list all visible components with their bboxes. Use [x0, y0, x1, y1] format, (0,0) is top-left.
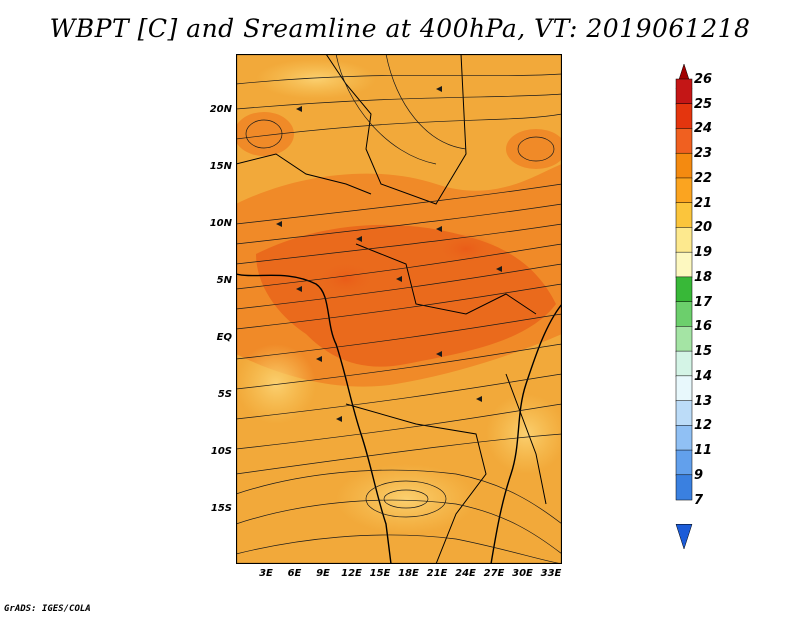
colorbar-label: 23: [694, 146, 713, 162]
colorbar-label: 15: [694, 344, 713, 360]
y-tick-label: EQ: [216, 332, 232, 343]
y-tick-label: 15S: [210, 503, 232, 514]
colorbar-swatch: [675, 177, 693, 204]
colorbar-swatch: [675, 400, 693, 427]
border-west: [236, 153, 372, 195]
colorbar-label: 16: [694, 319, 713, 335]
colorbar-swatch: [675, 375, 693, 402]
colorbar-label: 18: [694, 269, 713, 285]
map-panel: [236, 54, 562, 564]
hot-spot-west: [316, 261, 376, 297]
x-tick-label: 3E: [259, 568, 273, 579]
colorbar-label: 13: [694, 393, 713, 409]
colorbar-swatch: [675, 202, 693, 229]
x-tick-label: 30E: [512, 568, 533, 579]
colorbar-swatch: [675, 301, 693, 328]
border-se: [505, 373, 547, 505]
colorbar-swatch: [675, 152, 693, 179]
y-tick-label: 10N: [209, 218, 232, 229]
colorbar-label: 19: [694, 245, 713, 261]
y-tick-label: 5S: [217, 389, 232, 400]
x-tick-label: 15E: [369, 568, 391, 579]
colorbar-label: 7: [694, 492, 704, 508]
x-tick-label: 18E: [398, 568, 419, 579]
chart-title: WBPT [C] and Sreamline at 400hPa, VT: 20…: [49, 14, 751, 43]
colorbar-label: 9: [694, 467, 704, 483]
x-tick-label: 21E: [426, 568, 448, 579]
colorbar-label: 20: [694, 220, 713, 236]
cool-patch-north: [256, 59, 376, 99]
colorbar-label: 12: [694, 418, 713, 434]
y-tick-label: 10S: [210, 446, 232, 457]
border-south: [345, 403, 487, 564]
border-north: [325, 54, 467, 205]
colorbar-swatch: [675, 425, 693, 451]
colorbar-label: 25: [694, 96, 713, 112]
colorbar-swatch: [675, 103, 693, 130]
cool-patch-sw: [236, 344, 316, 424]
warm-patch-ne: [506, 129, 562, 169]
hot-spot-east: [436, 233, 496, 265]
stream-arrows: [276, 86, 502, 422]
x-tick-label: 6E: [287, 568, 302, 579]
x-tick-label: 27E: [483, 568, 505, 579]
streamlines: [236, 54, 562, 564]
cool-patch-south: [336, 464, 476, 534]
colorbar: [675, 64, 693, 550]
colorbar-swatch: [675, 276, 693, 303]
x-tick-label: 12E: [341, 568, 362, 579]
y-tick-label: 5N: [216, 275, 232, 286]
x-tick-label: 33E: [540, 568, 562, 579]
credit-text: GrADS: IGES/COLA: [4, 604, 91, 614]
colorbar-label: 17: [694, 294, 713, 310]
colorbar-swatch: [675, 449, 693, 476]
colorbar-swatch: [675, 227, 693, 253]
cool-patch-se: [486, 394, 562, 474]
colorbar-swatch: [675, 78, 693, 105]
colorbar-label: 24: [694, 121, 713, 137]
warm-patch-nw: [236, 112, 294, 156]
coastline: [236, 273, 392, 564]
x-tick-label: 9E: [316, 568, 330, 579]
map-border: [236, 54, 562, 564]
colorbar-swatch: [675, 524, 693, 550]
colorbar-label: 26: [694, 72, 713, 87]
colorbar-swatch: [675, 474, 693, 501]
colorbar-label: 22: [694, 170, 713, 186]
colorbar-label: 21: [694, 195, 713, 211]
colorbar-swatch: [675, 326, 693, 352]
colorbar-swatch: [675, 251, 693, 278]
colorbar-label: 11: [694, 443, 713, 459]
y-tick-label: 15N: [209, 161, 232, 172]
colorbar-swatch: [675, 350, 693, 377]
colorbar-label: 14: [694, 368, 713, 384]
y-tick-label: 20N: [209, 104, 232, 115]
colorbar-swatch: [675, 128, 693, 154]
coastline-east: [490, 303, 562, 564]
x-tick-label: 24E: [455, 568, 476, 579]
border-central: [355, 243, 537, 315]
